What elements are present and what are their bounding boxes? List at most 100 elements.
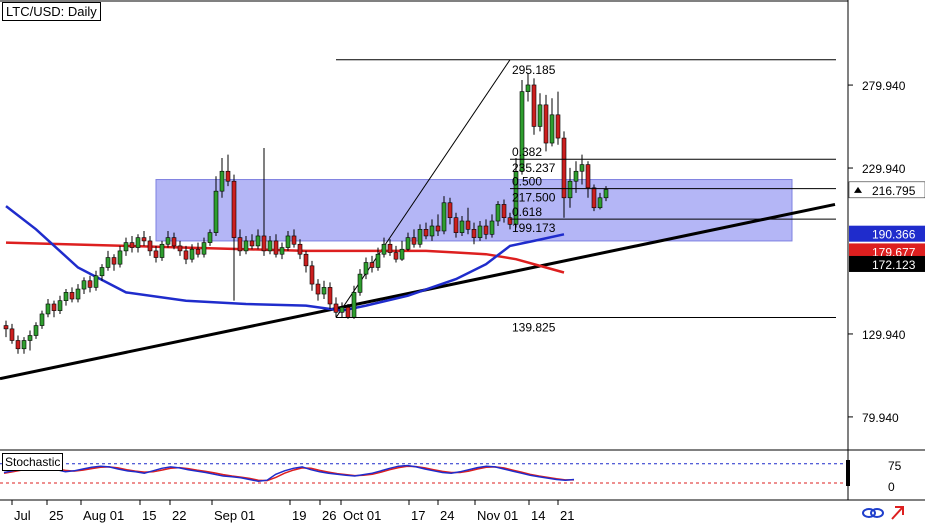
- x-tick-label: Oct 01: [343, 508, 381, 523]
- candle-body: [201, 242, 207, 255]
- candle-body: [21, 340, 27, 350]
- arrow-icon[interactable]: [891, 506, 904, 520]
- candle-body: [291, 235, 297, 245]
- fib-price-label: 235.237: [512, 161, 556, 175]
- candle: [543, 94, 549, 152]
- x-tick-label: 15: [142, 508, 156, 523]
- candle: [135, 234, 141, 253]
- ma-blue-price-label-bg: [849, 225, 925, 242]
- candle-body: [183, 250, 189, 260]
- x-tick-label: 26: [322, 508, 336, 523]
- candle-body: [375, 253, 381, 268]
- x-tick-label: Aug 01: [83, 508, 124, 523]
- candle: [357, 269, 363, 296]
- candle: [201, 237, 207, 258]
- candle-body: [537, 104, 543, 127]
- stoch-axis-label: 75: [888, 459, 902, 473]
- candle: [33, 322, 39, 339]
- stoch-k-line: [3, 464, 575, 483]
- candle-body: [123, 242, 129, 252]
- x-tick-label: Nov 01: [477, 508, 518, 523]
- candle: [339, 302, 345, 318]
- candle-body: [369, 262, 375, 268]
- candle: [237, 229, 243, 256]
- candle-body: [417, 229, 423, 245]
- candle: [423, 222, 429, 240]
- candle-body: [51, 303, 57, 311]
- candle: [483, 219, 489, 240]
- candle: [195, 242, 201, 258]
- candle-body: [483, 225, 489, 235]
- candle: [477, 221, 483, 241]
- candle-body: [447, 202, 453, 219]
- candle: [213, 176, 219, 236]
- candle-body: [339, 307, 345, 313]
- candle-body: [585, 164, 591, 189]
- candle: [225, 154, 231, 187]
- candle: [525, 73, 531, 102]
- ma-red-price-label: 179.677: [872, 245, 916, 259]
- candle-body: [219, 170, 225, 192]
- candle: [573, 161, 579, 193]
- candle-body: [453, 217, 459, 233]
- chain-link-icon[interactable]: [862, 508, 884, 518]
- candle: [333, 297, 339, 318]
- candle-body: [273, 240, 279, 255]
- candle: [231, 174, 237, 301]
- candle: [369, 255, 375, 273]
- x-tick-label: 22: [172, 508, 186, 523]
- candle-body: [321, 287, 327, 295]
- candle: [399, 240, 405, 261]
- candle-body: [441, 202, 447, 232]
- candle: [9, 323, 15, 344]
- candle: [303, 250, 309, 273]
- candle: [435, 214, 441, 236]
- candle: [75, 284, 81, 303]
- candle: [381, 237, 387, 258]
- candle-body: [255, 235, 261, 247]
- candle-body: [243, 240, 249, 252]
- x-tick-label: 24: [440, 508, 454, 523]
- candle-body: [165, 237, 171, 245]
- candle-body: [603, 189, 609, 199]
- candle-body: [591, 187, 597, 209]
- candle: [141, 230, 147, 246]
- candle: [81, 277, 87, 295]
- ma-red-price-label-bg: [849, 243, 925, 260]
- candle: [93, 270, 99, 291]
- candle: [123, 237, 129, 256]
- candle-body: [357, 273, 363, 293]
- candle: [507, 212, 513, 230]
- candle-body: [561, 137, 567, 199]
- candle: [171, 232, 177, 250]
- candle-body: [57, 300, 63, 311]
- candle: [285, 230, 291, 251]
- candle-body: [9, 328, 15, 341]
- candle-body: [135, 237, 141, 248]
- candle-body: [351, 292, 357, 318]
- fib-low-label: 139.825: [512, 321, 556, 335]
- candle-body: [15, 340, 21, 350]
- candle-body: [45, 303, 51, 315]
- candle-body: [141, 237, 147, 242]
- candle: [375, 247, 381, 271]
- candle-body: [81, 280, 87, 290]
- candle-body: [429, 225, 435, 237]
- candle-body: [597, 197, 603, 209]
- candle-body: [333, 303, 339, 313]
- candle-body: [39, 313, 45, 326]
- candle: [447, 197, 453, 225]
- candle-body: [549, 114, 555, 144]
- candle: [99, 264, 105, 281]
- candle: [243, 235, 249, 255]
- candle-body: [63, 292, 69, 301]
- candle: [21, 337, 27, 354]
- candle: [561, 131, 567, 218]
- y-tick-label: 279.940: [862, 79, 906, 93]
- secondary-price-label-bg: [849, 255, 925, 272]
- candle: [189, 244, 195, 263]
- candle-body: [225, 170, 231, 182]
- candle-body: [153, 250, 159, 258]
